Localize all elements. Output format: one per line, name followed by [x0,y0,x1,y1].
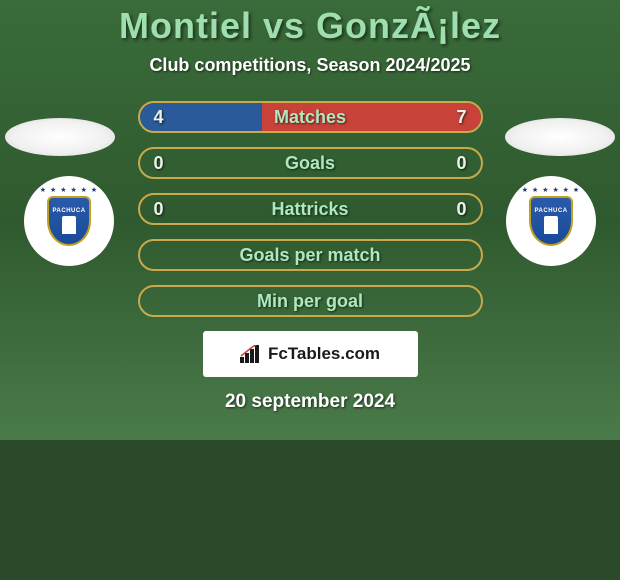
club-name: PACHUCA [534,208,567,214]
stat-label: Goals [285,153,335,174]
stat-label: Min per goal [257,291,363,312]
stat-label: Hattricks [271,199,348,220]
badge-stars-icon: ★ ★ ★ ★ ★ ★ [34,186,104,194]
stat-row: 0 0 Hattricks [138,193,483,225]
club-name: PACHUCA [52,208,85,214]
club-badge-right: ★ ★ ★ ★ ★ ★ PACHUCA [506,176,596,266]
stat-value-right: 0 [456,153,466,174]
comparison-card: Montiel vs GonzÃ¡lez Club competitions, … [0,0,620,440]
brand-badge: FcTables.com [203,331,418,377]
bar-chart-icon [240,345,262,363]
player-photo-left [5,118,115,156]
player-photo-right [505,118,615,156]
stats-panel: 4 7 Matches 0 0 Goals 0 0 Hattricks Goals per mat… [138,101,483,317]
shield-icon: PACHUCA [529,196,573,246]
stat-row: Goals per match [138,239,483,271]
stat-label: Goals per match [239,245,380,266]
stat-value-left: 0 [154,199,164,220]
date-label: 20 september 2024 [0,391,620,413]
stat-value-left: 4 [154,107,164,128]
stat-value-left: 0 [154,153,164,174]
stat-row: Min per goal [138,285,483,317]
tower-icon [544,216,558,234]
badge-stars-icon: ★ ★ ★ ★ ★ ★ [516,186,586,194]
club-badge-left: ★ ★ ★ ★ ★ ★ PACHUCA [24,176,114,266]
stat-label: Matches [274,107,346,128]
stat-row: 0 0 Goals [138,147,483,179]
brand-text: FcTables.com [268,344,380,364]
subtitle: Club competitions, Season 2024/2025 [0,55,620,76]
stat-row: 4 7 Matches [138,101,483,133]
page-title: Montiel vs GonzÃ¡lez [0,5,620,47]
tower-icon [62,216,76,234]
stat-value-right: 7 [456,107,466,128]
stat-value-right: 0 [456,199,466,220]
shield-icon: PACHUCA [47,196,91,246]
